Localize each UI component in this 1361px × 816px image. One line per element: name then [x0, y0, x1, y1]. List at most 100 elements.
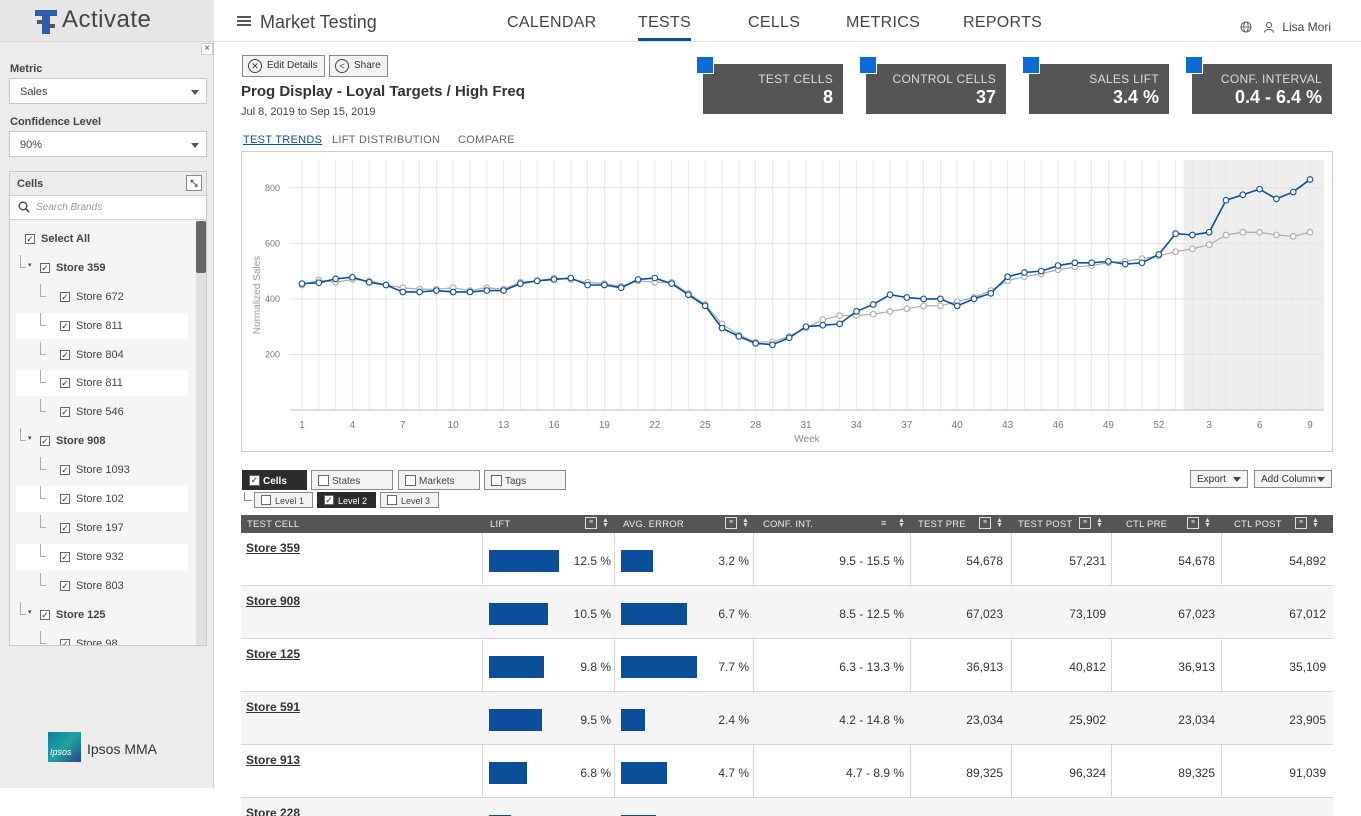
- cell-name-link[interactable]: Store 359: [246, 541, 301, 555]
- cell-name-link[interactable]: Store 125: [246, 647, 301, 661]
- checkbox-checked-icon[interactable]: ✓: [40, 263, 50, 273]
- column-header-conf-int[interactable]: CONF. INT.: [763, 519, 814, 530]
- user-area[interactable]: Lisa Mori: [1240, 20, 1331, 34]
- filter-cells[interactable]: ✓ Cells: [242, 470, 307, 490]
- column-menu-icon[interactable]: ≡: [979, 517, 991, 529]
- checkbox-checked-icon[interactable]: ✓: [60, 321, 70, 331]
- tab-lift-distribution[interactable]: LIFT DISTRIBUTION: [332, 134, 441, 146]
- scrollbar-thumb[interactable]: [196, 221, 206, 273]
- tree-item[interactable]: ▾ ✓ Store 125: [16, 602, 188, 628]
- cell-name-link[interactable]: Store 228: [246, 806, 301, 816]
- tree-item[interactable]: ✓ Store 672: [16, 284, 188, 310]
- filter-markets[interactable]: Markets: [398, 470, 480, 490]
- tree-item[interactable]: ✓ Store 546: [16, 399, 188, 425]
- sort-icon[interactable]: ▲ ▼: [742, 517, 749, 529]
- nav-metrics[interactable]: METRICS: [846, 14, 921, 31]
- table-row[interactable]: Store 359 12.5 % 3.2 % 9.5 - 15.5 % 54,678 57…: [241, 533, 1333, 586]
- sort-icon[interactable]: ▲ ▼: [898, 517, 905, 529]
- checkbox-checked-icon[interactable]: ✓: [60, 465, 70, 475]
- checkbox-checked-icon[interactable]: ✓: [60, 639, 70, 645]
- tree-item[interactable]: ✓ Store 197: [16, 515, 188, 541]
- search-brands-input[interactable]: Search Brands: [10, 196, 206, 220]
- table-row[interactable]: Store 591 9.5 % 2.4 % 4.2 - 14.8 % 23,034 25,…: [241, 692, 1333, 745]
- checkbox-checked-icon[interactable]: ✓: [40, 436, 50, 446]
- checkbox-checked-icon[interactable]: ✓: [60, 292, 70, 302]
- collapse-icon[interactable]: ⤡: [186, 175, 202, 191]
- nav-reports[interactable]: REPORTS: [963, 14, 1043, 31]
- sort-icon[interactable]: ▲ ▼: [1096, 517, 1103, 529]
- metric-select[interactable]: Sales: [9, 78, 207, 104]
- checkbox-checked-icon[interactable]: ✓: [249, 475, 260, 486]
- checkbox-icon[interactable]: [387, 495, 397, 505]
- sort-icon[interactable]: ▲ ▼: [996, 517, 1003, 529]
- cell-name-link[interactable]: Store 591: [246, 700, 301, 714]
- tab-compare[interactable]: COMPARE: [458, 134, 515, 146]
- checkbox-icon[interactable]: [405, 475, 416, 486]
- tree-item[interactable]: ✓ Store 811: [16, 313, 188, 339]
- table-row[interactable]: Store 228: [241, 798, 1333, 816]
- column-header-ctl-post[interactable]: CTL POST: [1234, 519, 1282, 530]
- checkbox-checked-icon[interactable]: ✓: [324, 495, 334, 505]
- column-menu-icon[interactable]: ≡: [1187, 517, 1199, 529]
- checkbox-checked-icon[interactable]: ✓: [60, 581, 70, 591]
- add-column-button[interactable]: Add Column: [1254, 470, 1332, 488]
- column-header-avg-error[interactable]: AVG. ERROR: [623, 519, 684, 530]
- nav-cells[interactable]: CELLS: [748, 14, 801, 31]
- column-menu-icon[interactable]: ≡: [881, 518, 887, 528]
- tree-item[interactable]: ▾ ✓ Store 908: [16, 428, 188, 454]
- column-header-test-pre[interactable]: TEST PRE: [918, 519, 966, 530]
- level-3-toggle[interactable]: Level 3: [380, 492, 439, 508]
- checkbox-checked-icon[interactable]: ✓: [25, 234, 35, 244]
- checkbox-icon[interactable]: [318, 475, 329, 486]
- checkbox-checked-icon[interactable]: ✓: [60, 350, 70, 360]
- table-row[interactable]: Store 913 6.8 % 4.7 % 4.7 - 8.9 % 89,325 96,3…: [241, 745, 1333, 798]
- nav-calendar[interactable]: CALENDAR: [507, 14, 597, 31]
- column-header-lift[interactable]: LIFT: [490, 519, 511, 530]
- column-menu-icon[interactable]: ≡: [585, 517, 597, 529]
- tree-scrollbar[interactable]: [196, 221, 206, 645]
- checkbox-checked-icon[interactable]: ✓: [60, 523, 70, 533]
- tab-test-trends[interactable]: TEST TRENDS: [243, 134, 323, 146]
- checkbox-checked-icon[interactable]: ✓: [40, 610, 50, 620]
- select-all-row[interactable]: ✓ Select All: [16, 226, 188, 252]
- checkbox-checked-icon[interactable]: ✓: [60, 494, 70, 504]
- hamburger-menu-icon[interactable]: [237, 16, 251, 26]
- tree-item[interactable]: ✓ Store 932: [16, 544, 188, 570]
- globe-icon[interactable]: [1240, 21, 1252, 33]
- edit-details-button[interactable]: ✕ Edit Details: [242, 55, 325, 77]
- expand-caret-icon[interactable]: ▾: [28, 609, 32, 616]
- sort-icon[interactable]: ▲ ▼: [1312, 517, 1319, 529]
- tree-item[interactable]: ✓ Store 803: [16, 573, 188, 599]
- column-menu-icon[interactable]: ≡: [725, 517, 737, 529]
- column-menu-icon[interactable]: ≡: [1079, 517, 1091, 529]
- filter-tags[interactable]: Tags: [484, 470, 566, 490]
- column-header-test-post[interactable]: TEST POST: [1018, 519, 1073, 530]
- checkbox-icon[interactable]: [261, 495, 271, 505]
- column-menu-icon[interactable]: ≡: [1295, 517, 1307, 529]
- checkbox-checked-icon[interactable]: ✓: [60, 407, 70, 417]
- expand-caret-icon[interactable]: ▾: [28, 435, 32, 442]
- cell-name-link[interactable]: Store 913: [246, 753, 301, 767]
- level-1-toggle[interactable]: Level 1: [254, 492, 313, 508]
- level-2-toggle[interactable]: ✓ Level 2: [317, 492, 376, 508]
- filter-states[interactable]: States: [311, 470, 393, 490]
- nav-tests[interactable]: TESTS: [638, 14, 692, 41]
- cell-name-link[interactable]: Store 908: [246, 594, 301, 608]
- checkbox-checked-icon[interactable]: ✓: [60, 378, 70, 388]
- column-header-ctl-pre[interactable]: CTL PRE: [1126, 519, 1168, 530]
- expand-caret-icon[interactable]: ▾: [28, 262, 32, 269]
- share-button[interactable]: < Share: [329, 55, 388, 77]
- table-row[interactable]: Store 125 9.8 % 7.7 % 6.3 - 13.3 % 36,913 40,…: [241, 639, 1333, 692]
- tree-item[interactable]: ✓ Store 98: [16, 631, 188, 645]
- sort-icon[interactable]: ▲ ▼: [1204, 517, 1211, 529]
- checkbox-icon[interactable]: [491, 475, 502, 486]
- tree-item[interactable]: ▾ ✓ Store 359: [16, 255, 188, 281]
- tree-item[interactable]: ✓ Store 102: [16, 486, 188, 512]
- column-header-test-cell[interactable]: TEST CELL: [247, 519, 300, 530]
- close-sidebar-button[interactable]: ×: [201, 43, 213, 55]
- table-row[interactable]: Store 908 10.5 % 6.7 % 8.5 - 12.5 % 67,023 73…: [241, 586, 1333, 639]
- confidence-select[interactable]: 90%: [9, 131, 207, 157]
- export-button[interactable]: Export: [1190, 470, 1248, 488]
- tree-item[interactable]: ✓ Store 1093: [16, 457, 188, 483]
- tree-item[interactable]: ✓ Store 804: [16, 342, 188, 368]
